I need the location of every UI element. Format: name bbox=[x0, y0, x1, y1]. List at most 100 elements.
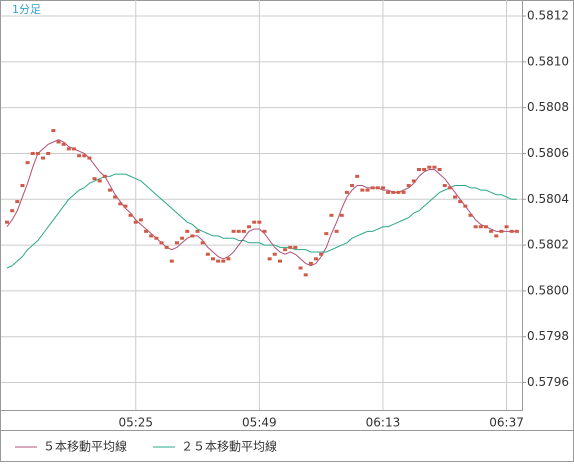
price-dot bbox=[195, 229, 200, 233]
price-dot bbox=[386, 190, 391, 194]
price-dot bbox=[396, 190, 401, 194]
price-dot bbox=[458, 200, 463, 204]
price-dot bbox=[15, 200, 20, 204]
price-dot bbox=[401, 190, 406, 194]
x-tick-label: 05:25 bbox=[118, 416, 153, 430]
price-dot bbox=[447, 186, 452, 190]
price-dot bbox=[478, 225, 483, 229]
price-dot bbox=[154, 236, 159, 240]
price-dot bbox=[108, 188, 112, 192]
price-dot bbox=[241, 229, 246, 233]
y-tick-label: 0.5804 bbox=[527, 192, 569, 206]
price-dot bbox=[247, 225, 252, 229]
price-dot bbox=[380, 186, 385, 190]
price-dot bbox=[442, 184, 447, 188]
y-tick-label: 0.5802 bbox=[527, 238, 569, 252]
price-dot bbox=[303, 273, 308, 277]
price-dot bbox=[267, 257, 272, 261]
price-dot bbox=[453, 195, 458, 199]
price-dot bbox=[334, 229, 339, 233]
ma-line bbox=[6, 173, 517, 269]
price-dot bbox=[432, 165, 437, 169]
price-dot bbox=[102, 174, 107, 178]
price-dot bbox=[41, 156, 46, 160]
price-dot bbox=[123, 204, 128, 208]
price-dot bbox=[329, 213, 334, 217]
legend-label: ２５本移動平均線 bbox=[181, 439, 277, 454]
x-tick-label: 06:13 bbox=[366, 416, 401, 430]
price-dot bbox=[190, 234, 195, 238]
y-tick-label: 0.5810 bbox=[527, 54, 569, 68]
price-dot bbox=[205, 252, 210, 256]
ma-line bbox=[6, 139, 517, 267]
price-dot bbox=[473, 225, 478, 229]
price-dot bbox=[77, 154, 82, 158]
price-dot bbox=[324, 232, 329, 236]
y-tick-label: 0.5800 bbox=[527, 283, 569, 297]
price-dot bbox=[298, 266, 303, 270]
price-dot bbox=[272, 252, 277, 256]
price-dot bbox=[30, 151, 35, 155]
price-dot bbox=[468, 213, 473, 217]
price-dot bbox=[92, 177, 97, 181]
price-dot bbox=[314, 257, 318, 261]
price-dot bbox=[489, 229, 494, 233]
price-dot bbox=[138, 218, 143, 222]
price-dot bbox=[200, 241, 205, 245]
price-dot bbox=[133, 220, 138, 224]
price-dot bbox=[277, 259, 282, 263]
y-tick-label: 0.5798 bbox=[527, 329, 569, 343]
price-dot bbox=[221, 259, 226, 263]
price-dot bbox=[360, 188, 365, 192]
price-dot bbox=[288, 245, 293, 249]
price-dot bbox=[216, 259, 221, 263]
price-dot bbox=[10, 209, 15, 213]
price-dot bbox=[463, 204, 468, 208]
price-dot bbox=[71, 147, 76, 151]
price-dot bbox=[164, 245, 169, 249]
price-dot bbox=[169, 259, 174, 263]
price-dot bbox=[411, 179, 416, 183]
price-dot bbox=[252, 220, 257, 224]
price-dot bbox=[319, 252, 324, 256]
price-dot bbox=[174, 241, 179, 245]
price-dot bbox=[483, 225, 488, 229]
price-dot bbox=[344, 190, 349, 194]
price-dot bbox=[293, 245, 298, 249]
price-dot bbox=[494, 234, 499, 238]
price-dot bbox=[370, 186, 375, 190]
price-dot bbox=[499, 229, 504, 233]
price-dot bbox=[427, 165, 432, 169]
price-dot bbox=[375, 186, 380, 190]
price-dot bbox=[56, 140, 61, 144]
price-dot bbox=[365, 188, 370, 192]
price-dot bbox=[509, 229, 514, 233]
price-dot bbox=[180, 236, 185, 240]
price-dot bbox=[391, 190, 396, 194]
price-dot bbox=[97, 179, 102, 183]
price-dot bbox=[262, 229, 267, 233]
price-dot bbox=[339, 213, 344, 217]
price-dot bbox=[128, 213, 133, 217]
price-dot bbox=[118, 202, 123, 206]
price-dot bbox=[308, 261, 313, 265]
y-tick-label: 0.5808 bbox=[527, 100, 569, 114]
price-dot bbox=[355, 174, 360, 178]
price-dot bbox=[514, 229, 519, 233]
price-dot bbox=[82, 154, 87, 158]
price-dot bbox=[350, 184, 355, 188]
price-dot bbox=[236, 229, 241, 233]
price-dot bbox=[257, 220, 262, 224]
legend-label: ５本移動平均線 bbox=[43, 439, 127, 454]
price-dot bbox=[144, 229, 149, 233]
y-tick-label: 0.5812 bbox=[527, 9, 569, 23]
x-tick-label: 05:49 bbox=[242, 416, 277, 430]
y-tick-label: 0.5796 bbox=[527, 375, 569, 389]
price-dot bbox=[159, 241, 164, 245]
x-tick-label: 06:37 bbox=[489, 416, 524, 430]
price-dot bbox=[61, 142, 66, 146]
price-dot bbox=[51, 129, 56, 133]
price-dot bbox=[417, 167, 421, 171]
